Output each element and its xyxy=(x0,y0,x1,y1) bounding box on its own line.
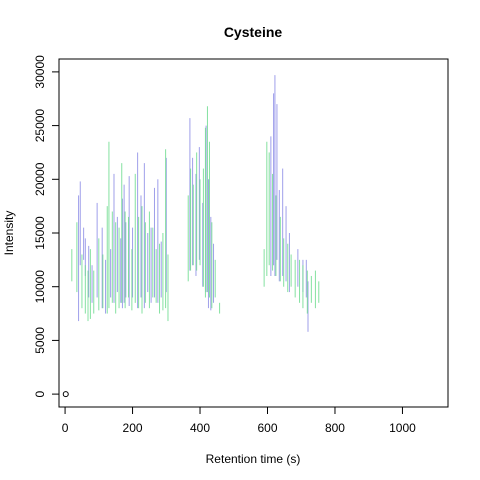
y-axis: 0 5000 10000 15000 20000 25000 30000 xyxy=(33,55,60,397)
x-tick-label: 400 xyxy=(190,421,210,435)
x-tick-label: 600 xyxy=(257,421,277,435)
plot-area xyxy=(62,75,320,398)
y-axis-label: Intensity xyxy=(2,211,16,256)
y-tick-label: 0 xyxy=(33,390,47,397)
y-tick-label: 30000 xyxy=(33,55,47,89)
y-tick-label: 5000 xyxy=(33,327,47,354)
x-tick-label: 0 xyxy=(62,421,69,435)
x-axis-label: Retention time (s) xyxy=(206,452,301,466)
x-tick-label: 200 xyxy=(123,421,143,435)
y-tick-label: 25000 xyxy=(33,109,47,143)
y-tick-label: 10000 xyxy=(33,270,47,304)
x-tick-label: 1000 xyxy=(389,421,416,435)
x-axis: 0 200 400 600 800 1000 xyxy=(62,406,416,435)
chart-title: Cysteine xyxy=(224,24,283,40)
series-blue xyxy=(78,75,309,332)
series-green xyxy=(71,106,320,322)
x-tick-label: 800 xyxy=(325,421,345,435)
y-tick-label: 20000 xyxy=(33,162,47,196)
data-point-0 xyxy=(62,391,69,398)
y-tick-label: 15000 xyxy=(33,216,47,250)
